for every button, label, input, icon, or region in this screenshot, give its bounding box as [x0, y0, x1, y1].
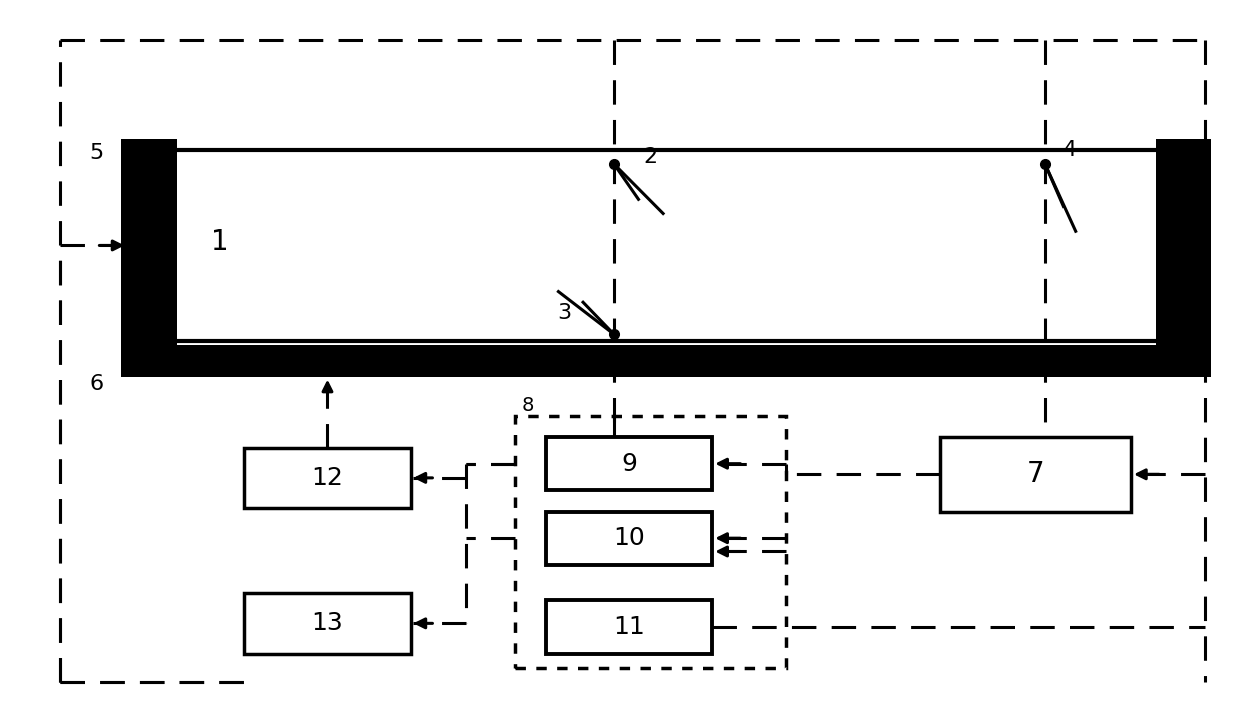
Bar	[940, 437, 1131, 512]
Text: 9: 9	[621, 452, 637, 476]
Bar	[122, 345, 1211, 377]
Bar	[244, 448, 410, 508]
Text: 3: 3	[558, 303, 572, 323]
Text: 7: 7	[1027, 460, 1044, 488]
Text: 11: 11	[614, 615, 645, 639]
Bar	[546, 437, 712, 490]
Bar	[546, 512, 712, 565]
Bar	[516, 416, 786, 668]
Text: 2: 2	[644, 146, 658, 167]
Bar	[546, 600, 712, 653]
Text: 5: 5	[89, 143, 104, 163]
Bar	[122, 139, 176, 352]
Text: 8: 8	[522, 396, 534, 414]
Text: 13: 13	[311, 611, 343, 635]
Bar	[170, 149, 1162, 341]
Text: 4: 4	[1063, 139, 1076, 159]
Bar	[1156, 139, 1211, 352]
Text: 1: 1	[211, 228, 228, 256]
Bar	[244, 593, 410, 653]
Text: 6: 6	[89, 374, 104, 394]
Text: 12: 12	[311, 466, 343, 490]
Text: 10: 10	[614, 526, 645, 550]
Bar	[170, 149, 1162, 341]
